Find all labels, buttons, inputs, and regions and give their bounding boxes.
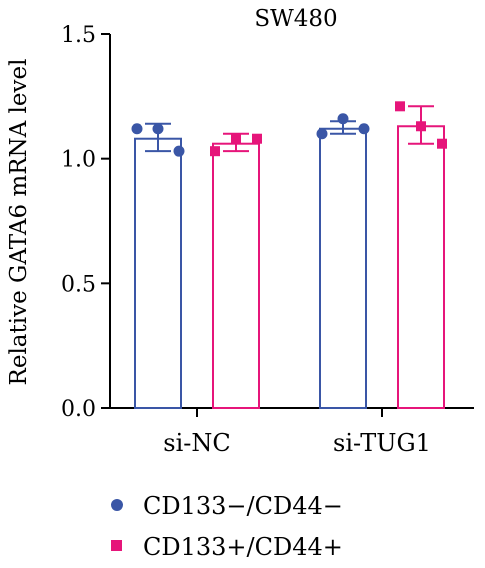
x-tick-label: si-TUG1 (333, 429, 431, 457)
legend-label: CD133+/CD44+ (143, 533, 343, 561)
data-point (231, 133, 241, 144)
legend-marker (111, 499, 123, 511)
bar (319, 127, 367, 409)
y-tick-label: 1.0 (61, 148, 96, 173)
data-point (152, 123, 164, 135)
y-tick-label: 0.5 (61, 272, 96, 297)
data-point (337, 113, 349, 125)
legend-label: CD133−/CD44− (143, 492, 343, 520)
y-tick-label: 0.0 (61, 397, 96, 422)
y-tick-label: 1.5 (61, 23, 96, 48)
data-point (358, 123, 370, 135)
legend: CD133−/CD44− CD133+/CD44+ (111, 492, 343, 561)
bar (397, 125, 445, 410)
data-point (173, 145, 185, 157)
data-point (252, 133, 262, 144)
data-point (131, 123, 143, 135)
chart-title: SW480 (254, 6, 337, 32)
data-point (395, 101, 405, 112)
data-point (416, 121, 426, 132)
bar (212, 142, 260, 409)
data-point (210, 146, 220, 157)
x-axis: si-NC si-TUG1 (110, 407, 474, 457)
y-axis: 0.0 0.5 1.0 1.5 (61, 23, 111, 422)
bars-group (131, 101, 447, 410)
x-tick-label: si-NC (163, 429, 230, 457)
y-axis-label: Relative GATA6 mRNA level (6, 59, 32, 386)
bar (134, 137, 182, 409)
legend-marker (111, 540, 122, 551)
data-point (316, 128, 328, 140)
data-point (437, 138, 447, 149)
